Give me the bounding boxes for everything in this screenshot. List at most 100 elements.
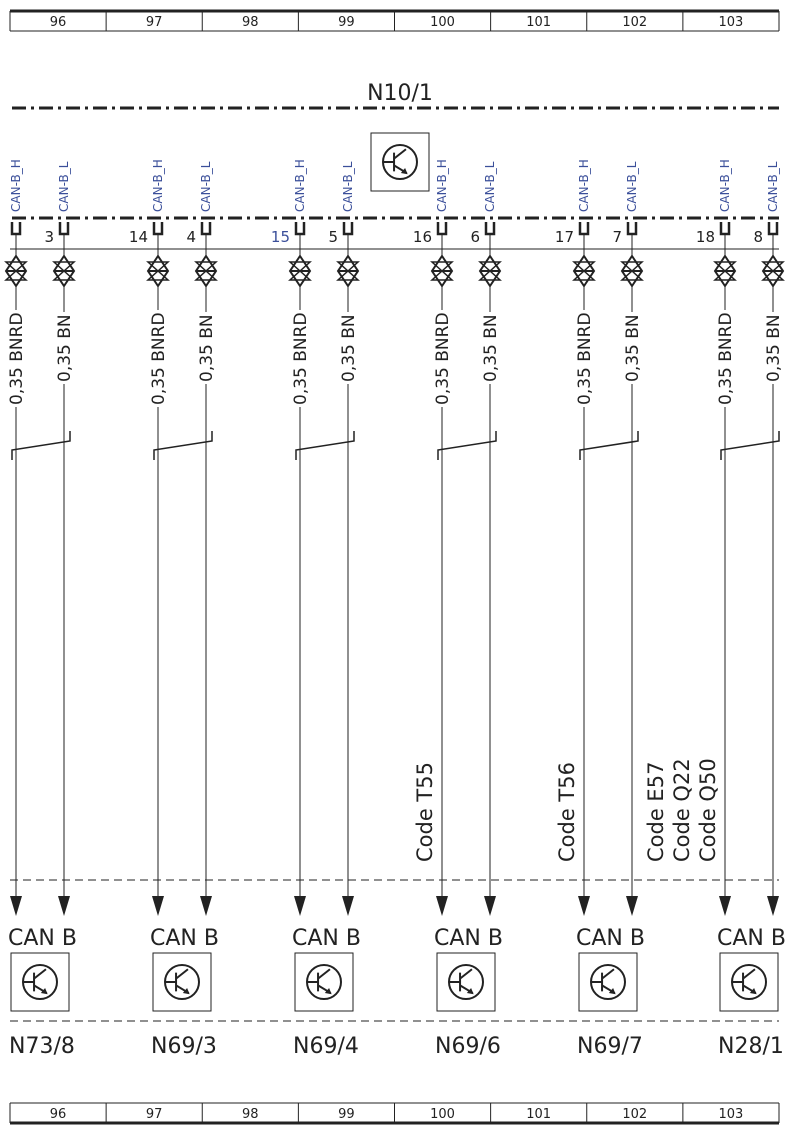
signal-label: CAN-B_H [718, 159, 732, 212]
ruler-cell: 99 [338, 1107, 355, 1122]
top-ruler: 96 97 98 99 100 101 102 103 [9, 9, 780, 32]
signal-label: CAN-B_L [766, 161, 780, 212]
wire-arrow [484, 896, 496, 916]
pin-terminal [578, 222, 590, 236]
wire-connector-symbol [194, 254, 218, 288]
wire-label: 0,35 BNRD [149, 312, 169, 405]
wire-connector-symbol [288, 254, 312, 288]
pin-number: 18 [696, 228, 715, 246]
code-label: Code T56 [555, 762, 579, 862]
wire-arrow [10, 896, 22, 916]
pin-number: 14 [129, 228, 148, 246]
twisted-pair-symbol [579, 431, 639, 460]
pin-number: 8 [753, 228, 763, 246]
wire-arrow [58, 896, 70, 916]
pin-number: 5 [328, 228, 338, 246]
twisted-pair-symbol [295, 431, 355, 460]
module-name: N69/7 [577, 1034, 643, 1059]
wire-connector-symbol [52, 254, 76, 288]
wire-arrow [342, 896, 354, 916]
transistor-icon [306, 964, 342, 1000]
module-box [10, 952, 70, 1012]
pin-number: 17 [555, 228, 574, 246]
ruler-cell: 99 [338, 15, 355, 30]
module-name: N28/1 [718, 1034, 784, 1059]
bus-label: CAN B [292, 926, 361, 951]
ruler-cell: 97 [146, 15, 163, 30]
bus-label: CAN B [150, 926, 219, 951]
ruler-cell: 101 [526, 15, 551, 30]
pin-terminal [626, 222, 638, 236]
wire-arrow [578, 896, 590, 916]
pin-terminal [294, 222, 306, 236]
signal-label: CAN-B_L [199, 161, 213, 212]
module-box [578, 952, 638, 1012]
wire-label: 0,35 BNRD [7, 312, 27, 405]
code-label: Code Q50 [696, 758, 720, 862]
transistor-icon [164, 964, 200, 1000]
pin-terminal [200, 222, 212, 236]
wire-connector-symbol [336, 254, 360, 288]
wire-connector-symbol [713, 254, 737, 288]
pin-number: 6 [470, 228, 480, 246]
module-box [719, 952, 779, 1012]
ruler-cell: 98 [242, 1107, 259, 1122]
wire-label: 0,35 BN [481, 314, 501, 382]
ruler-cell: 98 [242, 15, 259, 30]
pin-terminal [10, 222, 22, 236]
ruler-cell: 102 [622, 15, 647, 30]
connector-module-box [370, 132, 430, 192]
ruler-cell: 96 [50, 1107, 67, 1122]
pin-number: 15 [271, 228, 290, 246]
code-label: Code T55 [413, 762, 437, 862]
signal-label: CAN-B_L [57, 161, 71, 212]
module-box [152, 952, 212, 1012]
wire-connector-symbol [572, 254, 596, 288]
module-name: N69/3 [151, 1034, 217, 1059]
wire-label: 0,35 BNRD [291, 312, 311, 405]
wire-arrow [294, 896, 306, 916]
signal-label: CAN-B_H [435, 159, 449, 212]
pin-number: 3 [44, 228, 54, 246]
transistor-icon [448, 964, 484, 1000]
pin-terminal [342, 222, 354, 236]
wire-connector-symbol [430, 254, 454, 288]
ruler-cell: 103 [719, 1107, 744, 1122]
twisted-pair-symbol [437, 431, 497, 460]
wire-label: 0,35 BN [197, 314, 217, 382]
module-box [294, 952, 354, 1012]
pin-terminal [436, 222, 448, 236]
wire-connector-symbol [620, 254, 644, 288]
twisted-pair-symbol [11, 431, 71, 460]
ruler-cell: 97 [146, 1107, 163, 1122]
bus-label: CAN B [717, 926, 786, 951]
pin-terminal [767, 222, 779, 236]
signal-label: CAN-B_L [341, 161, 355, 212]
wire-arrow [200, 896, 212, 916]
twisted-pair-symbol [153, 431, 213, 460]
transistor-icon [382, 144, 418, 180]
transistor-icon [731, 964, 767, 1000]
pin-number: 16 [413, 228, 432, 246]
ruler-cell: 101 [526, 1107, 551, 1122]
signal-label: CAN-B_L [483, 161, 497, 212]
signal-label: CAN-B_H [9, 159, 23, 212]
module-name: N69/4 [293, 1034, 359, 1059]
pin-number: 7 [612, 228, 622, 246]
bus-label: CAN B [8, 926, 77, 951]
wire-connector-symbol [146, 254, 170, 288]
transistor-icon [22, 964, 58, 1000]
wire-label: 0,35 BNRD [575, 312, 595, 405]
wire-connector-symbol [4, 254, 28, 288]
wire-label: 0,35 BN [764, 314, 784, 382]
bus-label: CAN B [434, 926, 503, 951]
pin-terminal [58, 222, 70, 236]
pin-terminal [484, 222, 496, 236]
signal-label: CAN-B_H [577, 159, 591, 212]
code-label: Code E57 [644, 762, 668, 862]
module-name: N69/6 [435, 1034, 501, 1059]
signal-label: CAN-B_H [151, 159, 165, 212]
pin-terminal [152, 222, 164, 236]
bottom-ruler: 96 97 98 99 100 101 102 103 [9, 1102, 780, 1125]
